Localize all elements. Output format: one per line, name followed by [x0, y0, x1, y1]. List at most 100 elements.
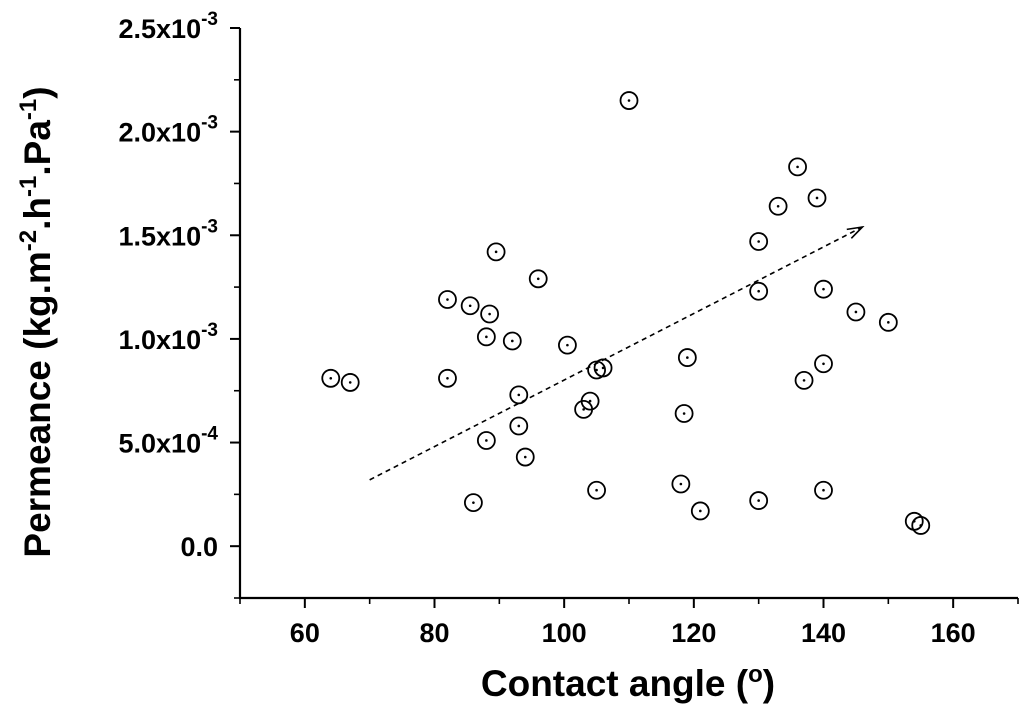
x-tick-label: 120: [671, 618, 716, 648]
data-point: [911, 516, 931, 535]
data-point: [480, 304, 500, 324]
point-center: [488, 312, 491, 316]
point-center: [517, 424, 521, 428]
point-center: [588, 399, 592, 403]
point-center: [627, 99, 631, 102]
point-center: [485, 335, 488, 339]
y-tick-label: 5.0x10-4: [119, 424, 219, 459]
trend-annotation: [369, 227, 863, 481]
point-center: [566, 343, 569, 347]
point-ring: [878, 312, 898, 332]
point-center: [595, 488, 598, 492]
y-tick-label: 1.0x10-3: [119, 320, 219, 355]
data-point: [674, 404, 694, 423]
data-point: [509, 385, 529, 405]
point-ring: [321, 368, 341, 388]
point-center: [802, 379, 806, 382]
plot-frame: [238, 28, 1018, 600]
data-point: [619, 91, 639, 110]
x-tick-label: 100: [542, 618, 587, 648]
point-ring: [438, 290, 457, 309]
point-ring: [768, 196, 788, 216]
point-center: [494, 250, 498, 254]
data-point: [438, 290, 457, 309]
y-axis-ticks: 0.0 5.0x10-4 1.0x10-3 1.5x10-3 2.0x10-3 2.5x1…: [119, 9, 240, 599]
point-center: [757, 499, 760, 502]
trend-arrow: [369, 227, 863, 481]
y-axis-title: Permeance (kg.m-2.h-1.Pa-1): [15, 86, 58, 557]
point-center: [822, 362, 825, 366]
x-tick-label: 60: [290, 618, 320, 648]
point-ring: [671, 474, 691, 494]
point-ring: [674, 404, 694, 423]
data-point: [814, 480, 833, 500]
point-ring: [502, 331, 522, 351]
data-point: [807, 188, 827, 208]
data-point: [515, 447, 535, 467]
point-center: [686, 356, 689, 359]
point-center: [472, 501, 475, 504]
point-ring: [486, 242, 506, 262]
data-point: [690, 501, 710, 521]
point-ring: [480, 304, 500, 324]
point-ring: [528, 269, 548, 289]
data-point: [846, 302, 866, 322]
data-point: [502, 331, 522, 351]
y-tick-label: 2.0x10-3: [119, 113, 219, 148]
x-tick-label: 80: [419, 618, 449, 648]
data-point: [593, 358, 613, 378]
point-center: [329, 376, 333, 380]
x-tick-label: 140: [801, 618, 846, 648]
data-point: [671, 474, 691, 494]
point-center: [796, 165, 799, 169]
point-ring: [476, 431, 496, 450]
data-point: [814, 354, 833, 374]
point-ring: [788, 157, 807, 177]
point-center: [446, 376, 449, 380]
point-center: [468, 304, 472, 308]
point-ring: [593, 358, 613, 378]
data-point: [509, 416, 529, 436]
point-center: [601, 366, 605, 370]
point-ring: [509, 385, 529, 405]
point-ring: [587, 480, 606, 500]
point-center: [523, 455, 527, 459]
point-center: [757, 240, 760, 243]
point-ring: [749, 491, 769, 510]
point-center: [582, 408, 585, 411]
point-ring: [846, 302, 866, 322]
point-ring: [794, 370, 814, 390]
data-point: [340, 373, 360, 392]
point-ring: [749, 232, 769, 251]
point-center: [822, 488, 825, 492]
point-ring: [814, 354, 833, 374]
point-center: [776, 204, 780, 208]
point-ring: [807, 188, 827, 208]
point-ring: [340, 373, 360, 392]
point-ring: [749, 281, 769, 301]
point-center: [815, 196, 819, 200]
data-point: [476, 431, 496, 450]
point-ring: [438, 368, 457, 388]
point-center: [682, 412, 686, 415]
data-point: [558, 335, 577, 355]
data-point: [580, 391, 600, 411]
axis-lines: [238, 28, 1018, 600]
data-point: [749, 232, 769, 251]
x-tick-label: 160: [931, 618, 976, 648]
point-ring: [463, 493, 483, 513]
y-tick-label: 2.5x10-3: [119, 9, 219, 44]
data-point: [528, 269, 548, 289]
data-point: [749, 281, 769, 301]
point-center: [511, 339, 514, 343]
point-center: [536, 277, 540, 281]
data-point: [486, 242, 506, 262]
point-ring: [460, 296, 480, 316]
y-tick-label: 0.0: [180, 532, 218, 562]
point-ring: [677, 348, 697, 367]
point-ring: [619, 91, 639, 110]
data-points: [321, 91, 931, 535]
point-center: [919, 524, 923, 527]
data-point: [768, 196, 788, 216]
